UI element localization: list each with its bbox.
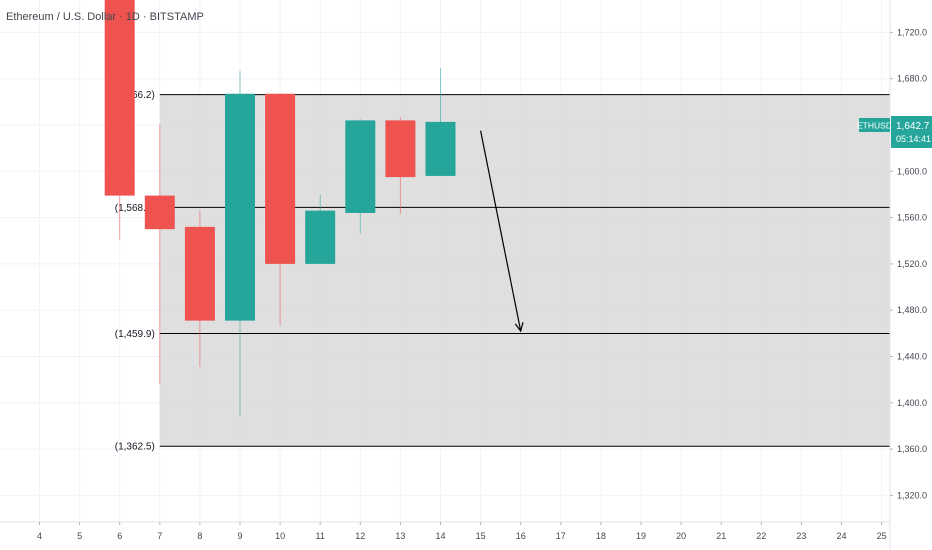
x-tick-label: 19: [636, 531, 646, 541]
x-tick-label: 24: [836, 531, 846, 541]
candle-body: [305, 210, 336, 264]
bar-countdown: 05:14:41: [896, 134, 931, 144]
y-tick-label: 1,560.0: [897, 213, 927, 223]
x-tick-label: 18: [596, 531, 606, 541]
candle-body: [265, 93, 296, 264]
candles: [104, 0, 456, 417]
y-tick-label: 1,440.0: [897, 351, 927, 361]
ticker-label: ETHUSD: [857, 121, 892, 131]
candle-body: [184, 226, 215, 321]
y-tick-label: 1,320.0: [897, 490, 927, 500]
candle-body: [385, 120, 416, 178]
arrow-head: [514, 322, 524, 333]
symbol-title: Ethereum / U.S. Dollar · 1D · BITSTAMP: [6, 11, 204, 23]
x-tick-label: 14: [435, 531, 445, 541]
y-tick-label: 1,520.0: [897, 259, 927, 269]
last-price-label: ETHUSD 1,642.7 05:14:41: [857, 116, 932, 148]
level-lines: (1,666.2) (1,568.8) (1,459.9) (1,362.5): [115, 90, 890, 453]
last-price: 1,642.7: [896, 121, 930, 132]
y-tick-label: 1,360.0: [897, 444, 927, 454]
x-tick-label: 17: [556, 531, 566, 541]
x-tick-label: 15: [476, 531, 486, 541]
x-tick-label: 16: [516, 531, 526, 541]
y-tick-label: 1,720.0: [897, 27, 927, 37]
y-tick-label: 1,600.0: [897, 166, 927, 176]
ticker-badge: [859, 118, 890, 132]
level-label: (1,666.2): [115, 90, 155, 101]
x-tick-label: 9: [237, 531, 242, 541]
x-tick-label: 20: [676, 531, 686, 541]
time-axis[interactable]: 4 5 6 7 8 9 10 11 12 13 14 15 16 17 18 19 20 21 22 23 24 25: [37, 522, 887, 541]
projection-arrow: [480, 130, 524, 333]
level-label: (1,362.5): [115, 442, 155, 453]
candle-body: [104, 0, 135, 196]
candle-body: [345, 120, 376, 213]
y-tick-label: 1,680.0: [897, 74, 927, 84]
x-tick-label: 25: [877, 531, 887, 541]
x-tick-label: 10: [275, 531, 285, 541]
x-tick-label: 12: [355, 531, 365, 541]
x-tick-label: 22: [756, 531, 766, 541]
x-tick-label: 11: [316, 531, 325, 541]
x-tick-label: 4: [37, 531, 42, 541]
level-label: (1,459.9): [115, 329, 155, 340]
level-label: (1,568.8): [115, 203, 155, 214]
price-axis[interactable]: 1,320.0 1,360.0 1,400.0 1,440.0 1,480.0 1,520…: [890, 27, 927, 500]
x-tick-label: 13: [395, 531, 405, 541]
candle-body: [225, 93, 255, 321]
candle-body: [425, 121, 456, 176]
x-tick-label: 8: [197, 531, 202, 541]
arrow-shaft: [480, 130, 522, 332]
y-tick-label: 1,400.0: [897, 398, 927, 408]
candle-body: [144, 195, 175, 230]
x-tick-label: 7: [157, 531, 162, 541]
x-tick-label: 21: [716, 531, 726, 541]
x-tick-label: 5: [77, 531, 82, 541]
x-tick-label: 6: [117, 531, 122, 541]
price-badge: [891, 116, 932, 148]
y-tick-label: 1,480.0: [897, 305, 927, 315]
x-tick-label: 23: [796, 531, 806, 541]
